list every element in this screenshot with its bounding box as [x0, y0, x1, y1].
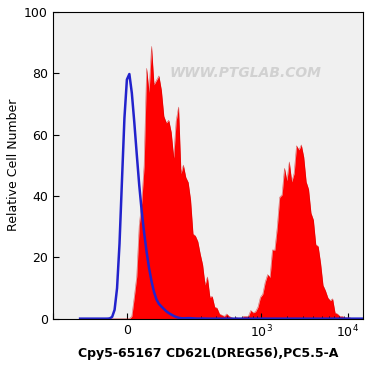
Text: WWW.PTGLAB.COM: WWW.PTGLAB.COM [169, 66, 321, 80]
X-axis label: Cpy5-65167 CD62L(DREG56),PC5.5-A: Cpy5-65167 CD62L(DREG56),PC5.5-A [78, 347, 338, 360]
Y-axis label: Relative Cell Number: Relative Cell Number [7, 99, 20, 232]
